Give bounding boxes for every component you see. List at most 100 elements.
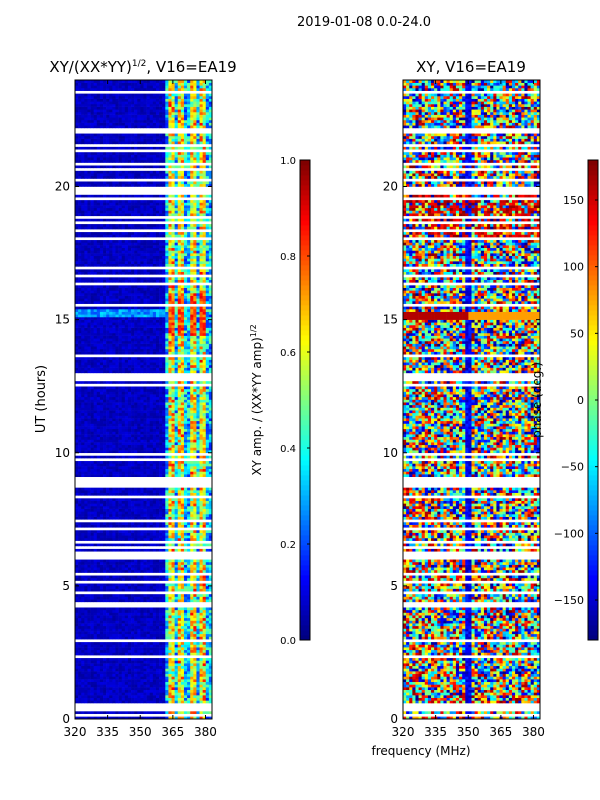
heatmap-cell [187,620,191,624]
heatmap-cell [112,396,116,400]
heatmap-cell [193,450,197,454]
heatmap-cell [96,442,101,446]
heatmap-cell [187,447,191,451]
heatmap-cell [190,402,194,406]
heatmap-cell [168,346,172,350]
heatmap-cell [143,402,147,406]
heatmap-cell [183,660,188,664]
heatmap-cell [190,356,194,360]
heatmap-cell [106,695,110,698]
heatmap-cell [202,609,207,613]
heatmap-cell [171,436,175,440]
heatmap-cell [84,644,88,648]
heatmap-cell [187,596,191,600]
heatmap-cell [155,596,160,600]
heatmap-cell [121,665,126,669]
heatmap-cell [96,447,101,451]
heatmap-cell [199,612,203,616]
heatmap-cell [87,524,91,528]
heatmap-cell [121,532,126,536]
heatmap-cell [99,617,104,621]
heatmap-cell [140,588,144,592]
heatmap-cell [193,420,197,424]
heatmap-cell [165,431,169,435]
heatmap-cell [137,532,141,536]
heatmap-cell [99,471,104,475]
heatmap-cell [96,711,101,714]
heatmap-cell [199,487,203,491]
heatmap-cell [112,543,116,547]
heatmap-cell [162,577,166,581]
heatmap-cell [162,599,166,603]
heatmap-cell [96,436,101,440]
heatmap-cell [127,636,132,640]
heatmap-cell [193,615,197,619]
heatmap-cell [155,716,160,720]
heatmap-cell [96,543,101,547]
heatmap-cell [155,615,160,619]
heatmap-cell [190,577,194,581]
heatmap-cell [168,338,172,342]
heatmap-cell [87,660,91,664]
heatmap-cell [90,631,94,635]
heatmap-cell [137,380,141,384]
heatmap-cell [208,508,213,512]
heatmap-cell [155,599,160,603]
heatmap-cell [140,346,144,350]
heatmap-cell [84,599,88,603]
heatmap-cell [84,692,88,696]
heatmap-cell [165,471,169,475]
heatmap-cell [143,532,147,536]
heatmap-cell [112,649,116,653]
heatmap-cell [193,388,197,392]
heatmap-cell [103,415,107,419]
heatmap-cell [81,679,85,683]
heatmap-cell [140,423,144,427]
heatmap-cell [118,351,123,355]
heatmap-cell [155,386,160,390]
heatmap-cell [174,463,179,467]
heatmap-cell [90,673,94,677]
heatmap-cell [78,490,82,493]
heatmap-cell [99,625,104,629]
heatmap-cell [196,543,200,547]
heatmap-cell [199,660,203,664]
heatmap-cell [152,415,157,419]
heatmap-cell [168,444,172,448]
heatmap-cell [168,673,172,677]
heatmap-cell [112,532,116,536]
heatmap-cell [168,388,172,392]
heatmap-cell [174,609,179,613]
heatmap-cell [152,647,157,651]
heatmap-cell [103,364,107,368]
heatmap-cell [183,692,188,696]
heatmap-cell [127,676,132,680]
heatmap-cell [81,623,85,627]
heatmap-cell [124,418,129,422]
heatmap-cell [81,399,85,403]
heatmap-cell [99,567,104,571]
heatmap-cell [112,569,116,573]
heatmap-cell [90,359,94,363]
heatmap-cell [115,588,119,592]
heatmap-cell [190,609,194,613]
heatmap-cell [199,583,203,587]
heatmap-cell [118,434,123,438]
heatmap-cell [93,450,98,454]
heatmap-cell [159,561,163,565]
heatmap-cell [180,364,185,368]
heatmap-cell [93,503,98,507]
heatmap-cell [187,609,191,613]
heatmap-cell [109,407,113,411]
heatmap-cell [146,434,151,438]
heatmap-cell [196,575,200,579]
heatmap-cell [103,636,107,640]
heatmap-cell [137,468,141,472]
heatmap-cell [103,399,107,403]
heatmap-cell [190,394,194,398]
heatmap-cell [140,668,144,672]
heatmap-cell [187,695,191,698]
heatmap-cell [159,567,163,571]
heatmap-cell [180,343,185,347]
heatmap-cell [174,402,179,406]
